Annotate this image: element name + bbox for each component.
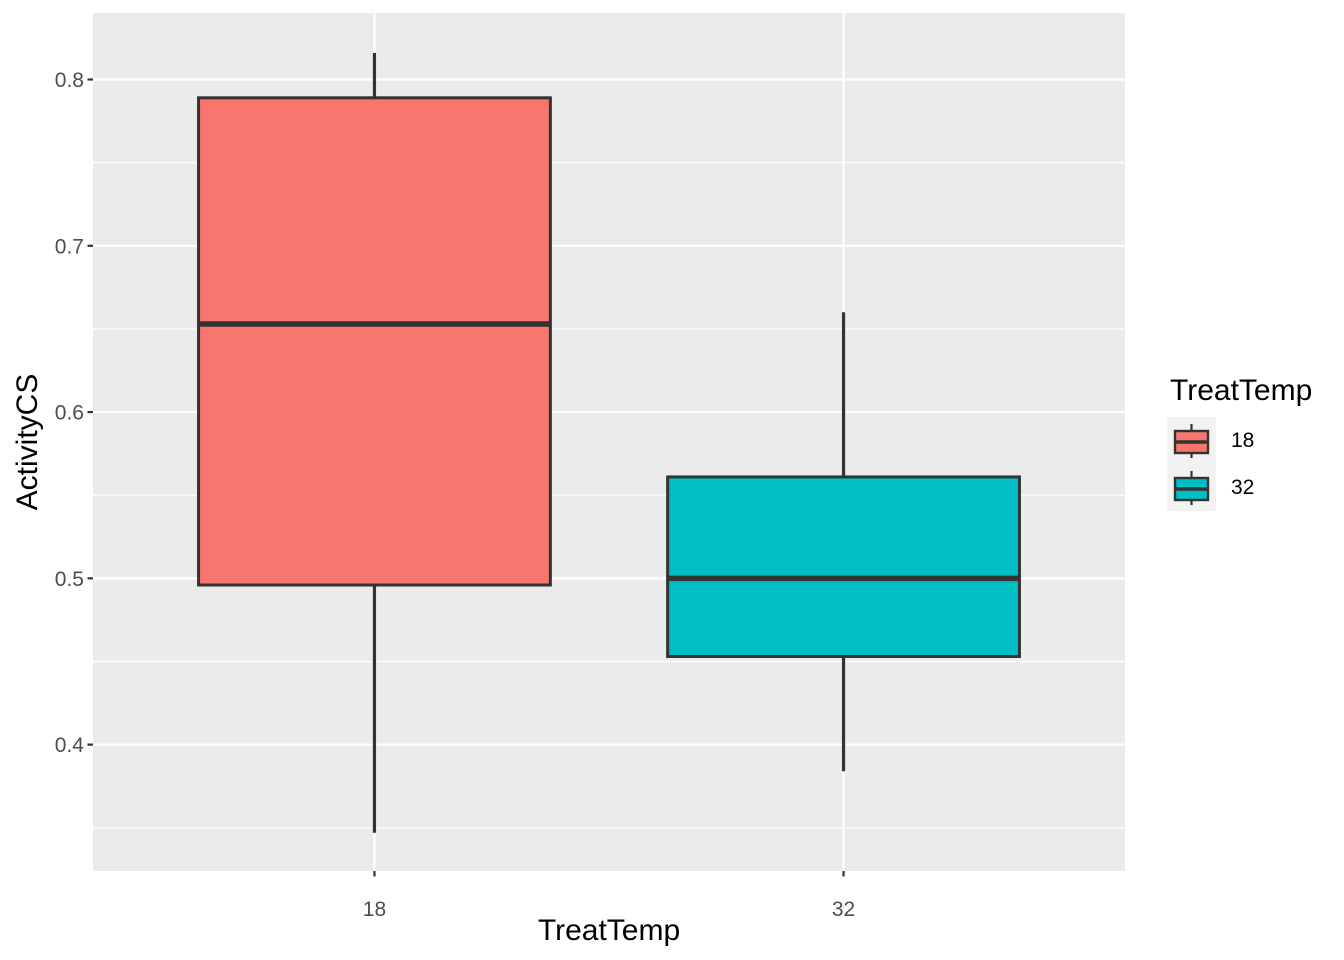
y-tick-label: 0.6 xyxy=(55,402,84,425)
legend-entry: 32 xyxy=(1167,464,1312,511)
legend-title: TreatTemp xyxy=(1170,374,1313,407)
boxplot-box xyxy=(666,475,1021,658)
y-tick-label: 0.5 xyxy=(55,568,84,591)
y-axis-title: ActivityCS xyxy=(11,373,44,511)
legend: TreatTemp 18 32 xyxy=(1167,374,1312,511)
legend-key-boxplot-icon xyxy=(1167,464,1216,511)
boxplot-box xyxy=(197,96,552,587)
legend-entries: 18 32 xyxy=(1167,417,1312,511)
legend-label: 32 xyxy=(1231,475,1255,499)
y-tick-label: 0.8 xyxy=(55,69,84,92)
x-axis-title: TreatTemp xyxy=(537,914,681,947)
x-tick-label: 18 xyxy=(363,898,386,921)
x-tick-label: 32 xyxy=(832,898,855,921)
legend-label: 18 xyxy=(1231,428,1255,452)
y-tick-label: 0.4 xyxy=(55,734,85,757)
y-tick-label: 0.7 xyxy=(55,235,84,258)
legend-entry: 18 xyxy=(1167,417,1312,464)
legend-key-boxplot-icon xyxy=(1167,417,1216,464)
